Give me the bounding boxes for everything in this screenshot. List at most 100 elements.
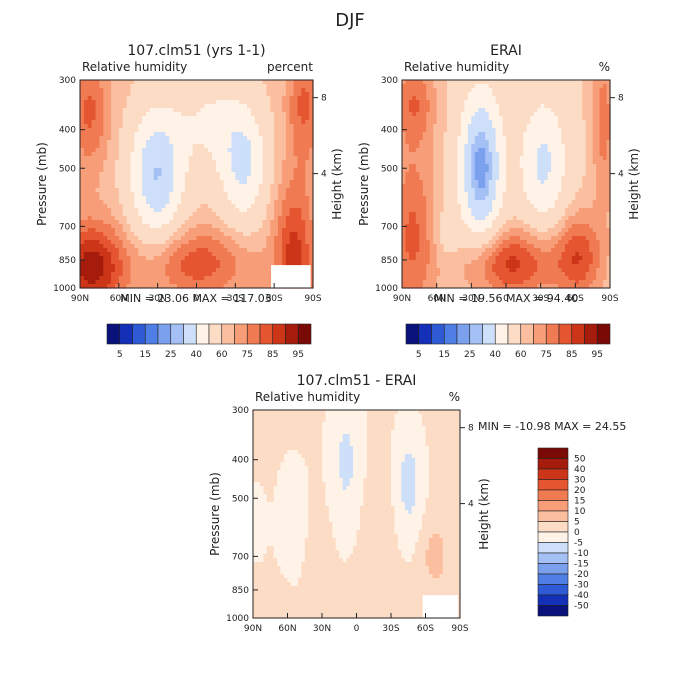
heatmap-cell — [111, 100, 116, 105]
heatmap-cell — [568, 88, 573, 93]
heatmap-cell — [488, 88, 493, 93]
heatmap-cell — [301, 260, 306, 265]
heatmap-cell — [606, 160, 611, 165]
heatmap-cell — [188, 180, 194, 185]
heatmap-cell — [180, 256, 186, 261]
heatmap-cell — [554, 156, 559, 161]
heatmap-cell — [309, 104, 314, 109]
heatmap-cell — [301, 88, 306, 93]
heatmap-cell — [153, 168, 159, 173]
heatmap-cell — [571, 188, 576, 193]
heatmap-cell — [204, 264, 209, 269]
heatmap-cell — [266, 100, 271, 105]
heatmap-cell — [499, 132, 504, 137]
heatmap-cell — [134, 128, 139, 133]
heatmap-cell — [239, 208, 244, 213]
heatmap-cell — [309, 176, 314, 181]
heatmap-cell — [208, 124, 213, 129]
heatmap-cell — [188, 184, 194, 189]
heatmap-cell — [471, 192, 476, 197]
heatmap-cell — [533, 104, 538, 109]
heatmap-cell — [429, 148, 434, 153]
heatmap-cell — [408, 96, 413, 101]
heatmap-cell — [126, 92, 132, 97]
heatmap-cell — [192, 88, 198, 93]
heatmap-cell — [278, 196, 283, 201]
heatmap-cell — [516, 144, 521, 149]
heatmap-cell — [130, 284, 135, 289]
heatmap-cell — [502, 108, 507, 113]
heatmap-cell — [111, 224, 116, 229]
heatmap-cell — [246, 208, 252, 213]
heatmap-cell — [561, 196, 566, 201]
heatmap-cell — [243, 132, 248, 137]
heatmap-cell — [184, 164, 190, 169]
heatmap-cell — [471, 100, 476, 105]
heatmap-cell — [254, 152, 260, 157]
heatmap-cell — [180, 252, 186, 257]
heatmap-cell — [180, 112, 186, 117]
heatmap-cell — [481, 152, 486, 157]
heatmap-cell — [551, 140, 556, 145]
heatmap-cell — [95, 80, 101, 85]
heatmap-cell — [467, 88, 472, 93]
heatmap-cell — [485, 156, 490, 161]
panel-subtitle-left: Relative humidity — [404, 60, 509, 74]
heatmap-cell — [258, 92, 264, 97]
heatmap-cell — [254, 108, 260, 113]
heatmap-cell — [526, 80, 531, 85]
heatmap-cell — [492, 96, 497, 101]
heatmap-cell — [478, 144, 483, 149]
heatmap-cell — [83, 232, 89, 237]
heatmap-cell — [212, 80, 217, 85]
x-tick-label: 60S — [266, 294, 283, 304]
heatmap-cell — [208, 132, 213, 137]
heatmap-cell — [309, 284, 314, 289]
heatmap-cell — [103, 272, 108, 277]
heatmap-cell — [547, 120, 552, 125]
heatmap-cell — [231, 80, 236, 85]
panel-subtitle-right: % — [599, 60, 610, 74]
heatmap-cell — [278, 244, 283, 249]
heatmap-cell — [161, 176, 167, 181]
heatmap-cell — [492, 180, 497, 185]
heatmap-cell — [309, 244, 314, 249]
heatmap-cell — [537, 84, 542, 89]
heatmap-cell — [270, 252, 275, 257]
heatmap-cell — [235, 148, 240, 153]
heatmap-cell — [157, 280, 163, 285]
heatmap-cell — [481, 104, 486, 109]
heatmap-cell — [571, 140, 576, 145]
heatmap-cell — [161, 284, 167, 289]
heatmap-cell — [161, 236, 167, 241]
heatmap-cell — [596, 156, 601, 161]
heatmap-cell — [599, 180, 604, 185]
heatmap-cell — [95, 124, 101, 129]
heatmap-cell — [95, 236, 101, 241]
heatmap-cell — [443, 140, 448, 145]
heatmap-cell — [212, 88, 217, 93]
heatmap-cell — [415, 164, 420, 169]
heatmap-cell — [91, 220, 97, 225]
heatmap-cell — [80, 128, 85, 133]
heatmap-cell — [526, 132, 531, 137]
heatmap-cell — [165, 248, 170, 253]
heatmap-cell — [103, 268, 108, 273]
heatmap-cell — [578, 80, 583, 85]
heatmap-cell — [415, 168, 420, 173]
heatmap-cell — [177, 132, 182, 137]
heatmap-cell — [184, 208, 190, 213]
heatmap-cell — [547, 144, 552, 149]
heatmap-cell — [474, 132, 479, 137]
heatmap-cell — [460, 108, 465, 113]
heatmap-cell — [297, 96, 302, 101]
heatmap-cell — [215, 272, 221, 277]
heatmap-cell — [99, 248, 104, 253]
heatmap-cell — [270, 196, 275, 201]
heatmap-cell — [239, 188, 244, 193]
heatmap-cell — [426, 116, 431, 121]
heatmap-cell — [481, 100, 486, 105]
heatmap-cell — [149, 124, 155, 129]
heatmap-cell — [196, 92, 201, 97]
heatmap-cell — [126, 160, 132, 165]
